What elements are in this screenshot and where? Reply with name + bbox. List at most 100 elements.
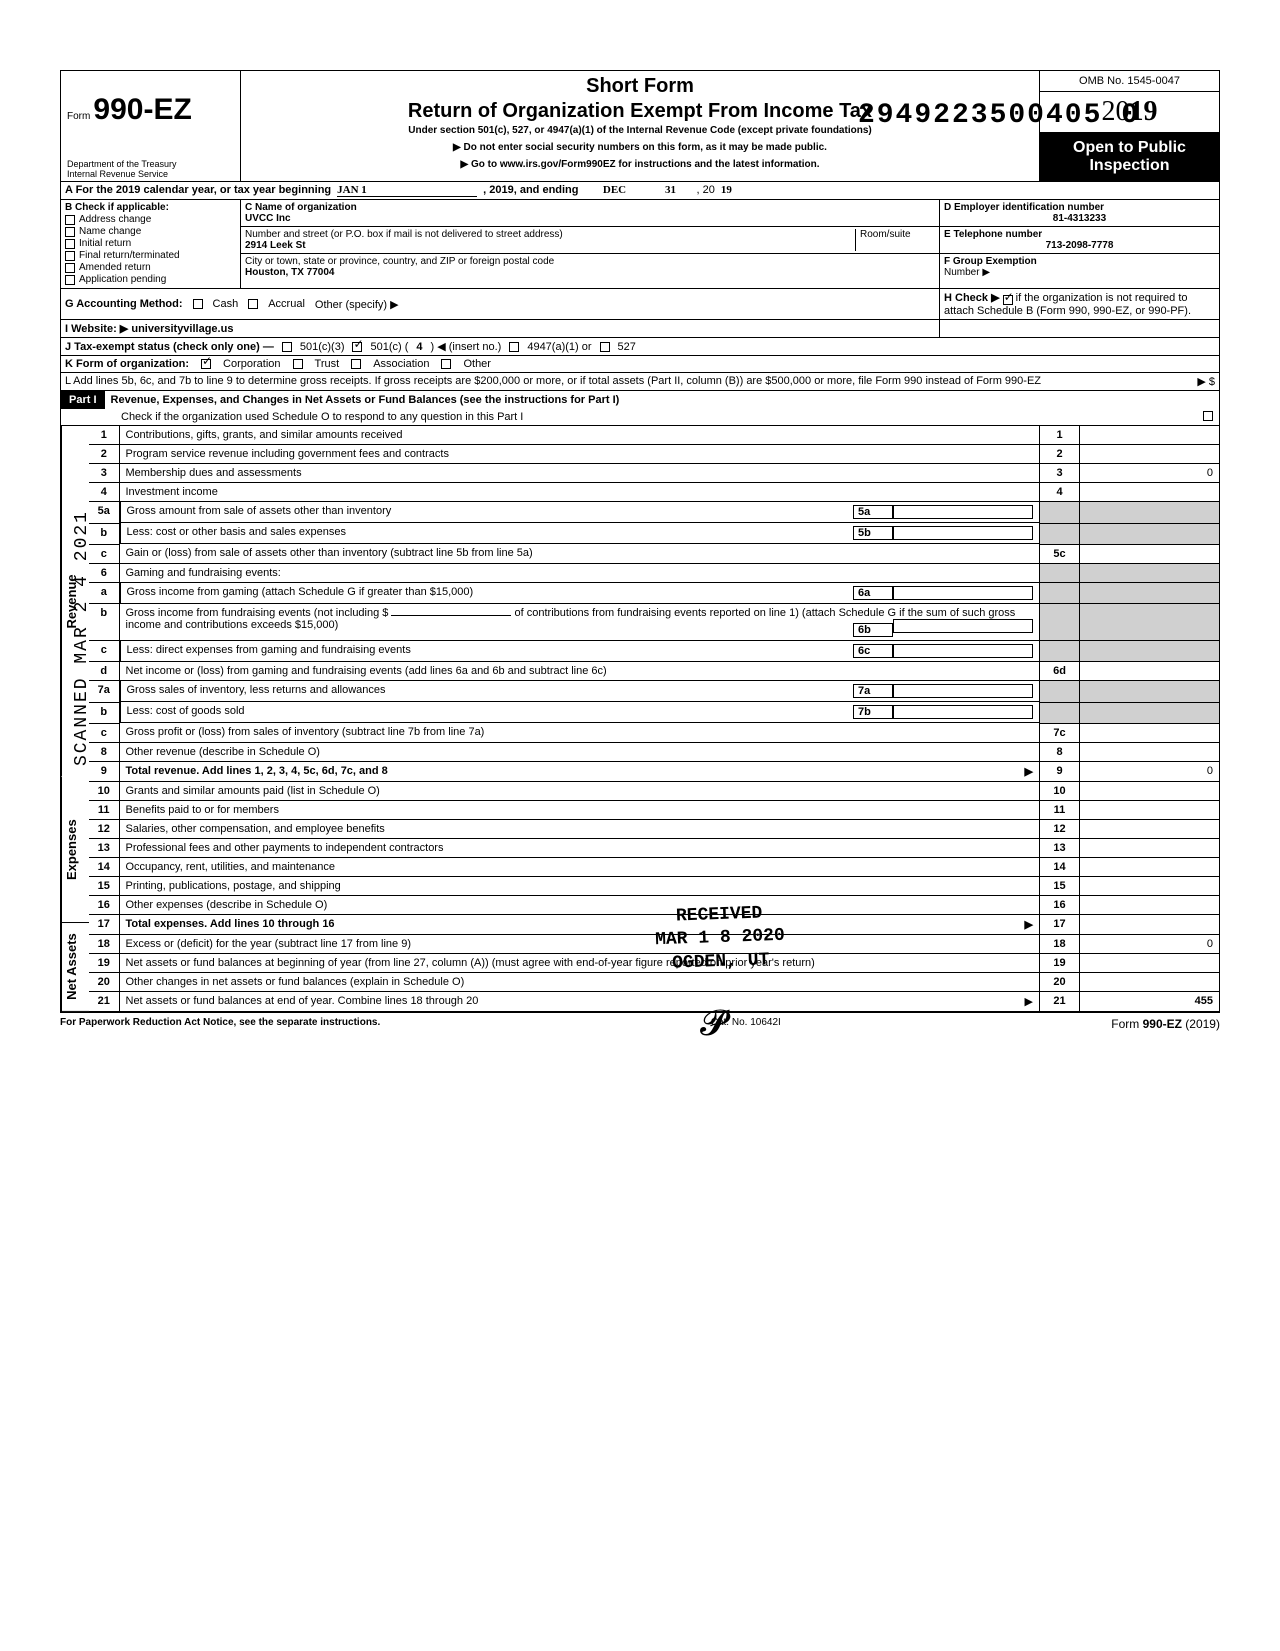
tax-year-begin[interactable]: JAN 1 xyxy=(337,184,477,197)
dln: 2949223500405 0 xyxy=(858,100,1140,131)
addr-label: Number and street (or P.O. box if mail i… xyxy=(245,229,855,240)
form-prefix: Form xyxy=(67,111,90,122)
line-j: J Tax-exempt status (check only one) — 5… xyxy=(60,338,1220,356)
line-k: K Form of organization: Corporation Trus… xyxy=(60,356,1220,373)
website: universityvillage.us xyxy=(131,323,233,335)
cb-initial-return[interactable]: Initial return xyxy=(65,238,236,249)
tax-year-end-month[interactable]: DEC xyxy=(585,184,645,196)
amt-10[interactable] xyxy=(1080,781,1220,800)
amt-5a[interactable] xyxy=(893,505,1033,519)
amt-9[interactable]: 0 xyxy=(1080,761,1220,781)
cb-527[interactable] xyxy=(600,342,610,352)
phone: 713-2098-7778 xyxy=(944,240,1215,251)
amt-7c[interactable] xyxy=(1080,723,1220,742)
f-label: F Group Exemption xyxy=(944,256,1037,267)
cb-accrual[interactable] xyxy=(248,299,258,309)
city-label: City or town, state or province, country… xyxy=(245,256,935,267)
b-label: B Check if applicable: xyxy=(65,202,236,213)
line-a: A For the 2019 calendar year, or tax yea… xyxy=(60,182,1220,200)
amt-21[interactable]: 455 xyxy=(1080,991,1220,1011)
form-number: 990-EZ xyxy=(93,93,191,126)
org-street: 2914 Leek St xyxy=(245,240,855,251)
c-label: C Name of organization xyxy=(245,202,935,213)
amt-16[interactable] xyxy=(1080,895,1220,914)
right-ids: D Employer identification number 81-4313… xyxy=(939,200,1219,288)
org-name: UVCC Inc xyxy=(245,213,935,224)
amt-11[interactable] xyxy=(1080,800,1220,819)
cb-501c[interactable] xyxy=(352,342,362,352)
short-form-label: Short Form xyxy=(251,75,1029,98)
cb-name-change[interactable]: Name change xyxy=(65,226,236,237)
amt-1[interactable] xyxy=(1080,426,1220,445)
amt-6b[interactable] xyxy=(893,619,1033,633)
room-suite-label: Room/suite xyxy=(855,229,935,251)
part1-check-o: Check if the organization used Schedule … xyxy=(121,411,523,423)
amt-5c[interactable] xyxy=(1080,544,1220,563)
amt-14[interactable] xyxy=(1080,857,1220,876)
cb-other-org[interactable] xyxy=(441,359,451,369)
cb-schedule-b[interactable] xyxy=(1003,295,1013,305)
received-stamp: RECEIVED MAR 1 8 2020 OGDEN, UT xyxy=(619,897,822,982)
cb-application-pending[interactable]: Application pending xyxy=(65,274,236,285)
tax-year-end-day[interactable]: 31 xyxy=(651,184,691,196)
cb-4947[interactable] xyxy=(509,342,519,352)
line-a-mid: , 2019, and ending xyxy=(483,184,578,196)
cb-amended-return[interactable]: Amended return xyxy=(65,262,236,273)
amt-12[interactable] xyxy=(1080,819,1220,838)
e-label: E Telephone number xyxy=(944,229,1215,240)
amt-8[interactable] xyxy=(1080,742,1220,761)
g-label: G Accounting Method: xyxy=(65,298,183,310)
section-c: C Name of organization UVCC Inc Number a… xyxy=(241,200,939,288)
footer-form-ref: Form 990-EZ (2019) xyxy=(1111,1017,1220,1031)
amt-7a[interactable] xyxy=(893,684,1033,698)
cb-cash[interactable] xyxy=(193,299,203,309)
501c-number: 4 xyxy=(416,341,422,353)
amt-19[interactable] xyxy=(1080,953,1220,972)
amt-6d[interactable] xyxy=(1080,662,1220,681)
amt-2[interactable] xyxy=(1080,445,1220,464)
cb-trust[interactable] xyxy=(293,359,303,369)
dept-irs: Internal Revenue Service xyxy=(67,169,177,179)
revenue-label: Revenue xyxy=(61,426,89,777)
line-g-h: G Accounting Method: Cash Accrual Other … xyxy=(60,289,1220,320)
expenses-label: Expenses xyxy=(61,777,89,923)
cb-final-return[interactable]: Final return/terminated xyxy=(65,250,236,261)
cb-501c3[interactable] xyxy=(282,342,292,352)
bullet-url: ▶ Go to www.irs.gov/Form990EZ for instru… xyxy=(251,159,1029,170)
signature-initial: 𝓟 xyxy=(700,1002,726,1045)
amt-6c[interactable] xyxy=(893,644,1033,658)
d-label: D Employer identification number xyxy=(944,202,1215,213)
part1-title: Revenue, Expenses, and Changes in Net As… xyxy=(105,392,626,408)
line-i: I Website: ▶ universityvillage.us xyxy=(60,320,1220,338)
f-label2: Number ▶ xyxy=(944,267,990,278)
amt-17[interactable] xyxy=(1080,914,1220,934)
amt-3[interactable]: 0 xyxy=(1080,464,1220,483)
part1-tag: Part I xyxy=(61,391,105,409)
omb-number: OMB No. 1545-0047 xyxy=(1040,71,1219,92)
line-a-label: A For the 2019 calendar year, or tax yea… xyxy=(65,184,331,196)
part1-header: Part I Revenue, Expenses, and Changes in… xyxy=(60,391,1220,426)
entity-block: B Check if applicable: Address change Na… xyxy=(60,200,1220,289)
h-label: H Check ▶ xyxy=(944,292,1000,304)
line-l: L Add lines 5b, 6c, and 7b to line 9 to … xyxy=(60,373,1220,391)
amt-18[interactable]: 0 xyxy=(1080,934,1220,953)
net-assets-label: Net Assets xyxy=(61,923,89,1012)
page-footer: For Paperwork Reduction Act Notice, see … xyxy=(60,1012,1220,1035)
open-to-public: Open to Public Inspection xyxy=(1040,133,1219,181)
amt-13[interactable] xyxy=(1080,838,1220,857)
footer-left: For Paperwork Reduction Act Notice, see … xyxy=(60,1017,380,1031)
bullet-ssn: ▶ Do not enter social security numbers o… xyxy=(251,142,1029,153)
amt-15[interactable] xyxy=(1080,876,1220,895)
cb-corporation[interactable] xyxy=(201,359,211,369)
amt-5b[interactable] xyxy=(893,526,1033,540)
amt-20[interactable] xyxy=(1080,972,1220,991)
amt-4[interactable] xyxy=(1080,483,1220,502)
amt-7b[interactable] xyxy=(893,705,1033,719)
form-number-box: Form 990-EZ Department of the Treasury I… xyxy=(61,71,241,181)
cb-schedule-o[interactable] xyxy=(1203,411,1213,421)
cb-address-change[interactable]: Address change xyxy=(65,214,236,225)
cb-association[interactable] xyxy=(351,359,361,369)
tax-year-end-yr[interactable]: 19 xyxy=(721,184,732,196)
amt-6a[interactable] xyxy=(893,586,1033,600)
section-b: B Check if applicable: Address change Na… xyxy=(61,200,241,288)
